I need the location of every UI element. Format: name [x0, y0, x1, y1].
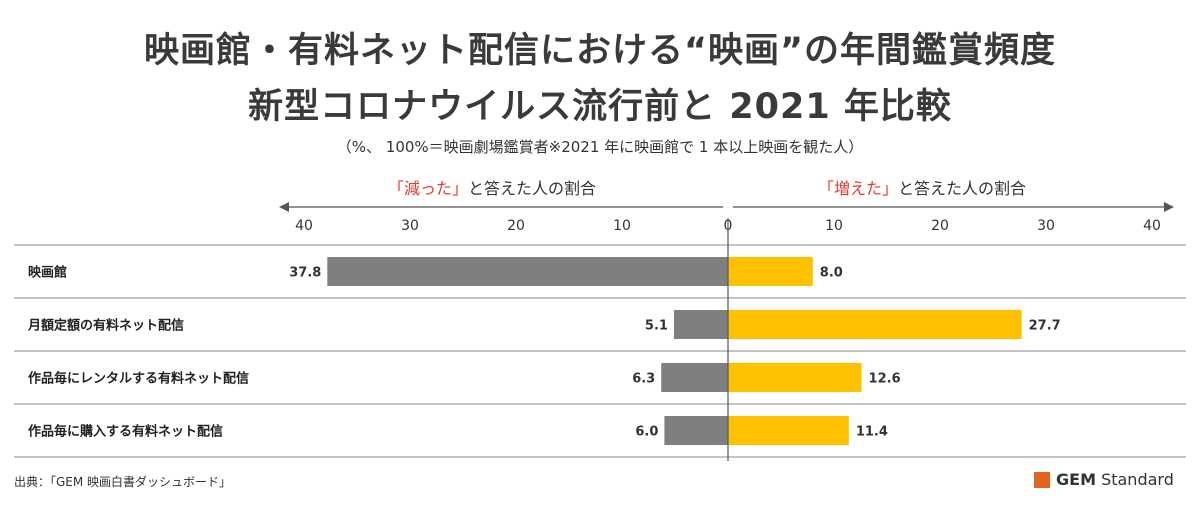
direction-right-rest: と答えた人の割合 — [898, 179, 1027, 198]
chart-subtitle: （%、 100%＝映画劇場鑑賞者※2021 年に映画館で 1 本以上映画を観た人… — [336, 138, 864, 156]
x-tick-label-right: 10 — [825, 218, 843, 234]
arrow-left-head-icon — [279, 202, 289, 212]
bar-decreased — [661, 363, 728, 392]
bar-increased — [728, 257, 813, 286]
x-tick-label-right: 40 — [1143, 218, 1161, 234]
bar-decreased — [327, 257, 728, 286]
x-tick-label-left: 40 — [295, 218, 313, 234]
source-note: 出典：「GEM 映画白書ダッシュボード」 — [14, 475, 232, 489]
value-label-decreased: 37.8 — [289, 266, 321, 281]
x-tick-label-left: 30 — [401, 218, 419, 234]
bar-increased — [728, 416, 849, 445]
value-label-decreased: 5.1 — [645, 319, 668, 334]
brand-logo: GEM Standard — [1034, 470, 1174, 489]
x-tick-label-left: 20 — [507, 218, 525, 234]
direction-left-key: 「減った」 — [388, 179, 469, 198]
brand-name: GEM Standard — [1056, 470, 1174, 489]
bar-increased — [728, 310, 1022, 339]
arrow-right-head-icon — [1164, 202, 1174, 212]
value-label-increased: 11.4 — [856, 425, 888, 440]
value-label-increased: 27.7 — [1029, 319, 1061, 334]
bar-increased — [728, 363, 862, 392]
direction-right-key: 「増えた」 — [818, 179, 899, 198]
bar-decreased — [673, 310, 728, 339]
row-label: 作品毎にレンタルする有料ネット配信 — [28, 371, 249, 387]
x-tick-label-right: 30 — [1037, 218, 1055, 234]
value-label-increased: 8.0 — [820, 266, 843, 281]
x-tick-label-right: 20 — [931, 218, 949, 234]
chart-title-line2: 新型コロナウイルス流行前と 2021 年比較 — [248, 87, 952, 127]
x-tick-label-left: 10 — [613, 218, 631, 234]
value-label-increased: 12.6 — [869, 372, 901, 387]
row-label: 作品毎に購入する有料ネット配信 — [28, 424, 223, 440]
brand-mark-icon — [1034, 471, 1050, 488]
row-label: 月額定額の有料ネット配信 — [27, 318, 184, 334]
direction-label-decreased: 「減った」と答えた人の割合 — [388, 175, 596, 199]
direction-left-rest: と答えた人の割合 — [468, 179, 597, 198]
direction-label-increased: 「増えた」と答えた人の割合 — [818, 175, 1026, 199]
value-label-decreased: 6.0 — [635, 425, 658, 440]
chart-title-line1: 映画館・有料ネット配信における“映画”の年間鑑賞頻度 — [143, 31, 1056, 71]
value-label-decreased: 6.3 — [632, 372, 655, 387]
bar-decreased — [664, 416, 728, 445]
row-label: 映画館 — [28, 265, 67, 281]
